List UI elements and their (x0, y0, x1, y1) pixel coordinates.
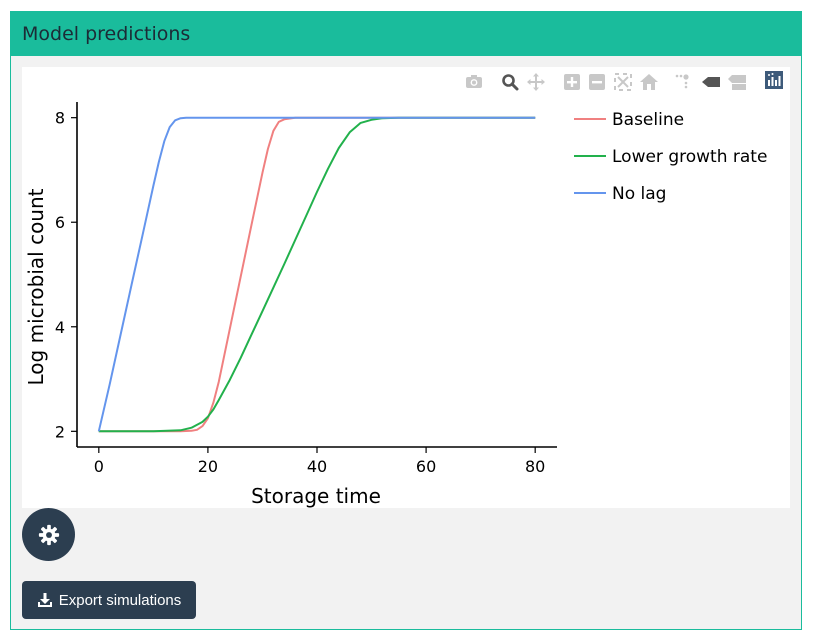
gear-icon (38, 524, 59, 545)
lines-layer (97, 116, 536, 433)
plot-modebar (466, 71, 783, 91)
zoom-out-icon[interactable] (589, 74, 605, 90)
settings-button[interactable] (22, 508, 75, 561)
model-predictions-panel: Model predictions (10, 11, 802, 630)
series-line-baseline (98, 116, 536, 433)
line-chart[interactable]: 0 20 40 60 80 2 4 6 8 Baseline Lower growth rate N… (22, 67, 790, 508)
plotly-logo-icon[interactable] (765, 71, 783, 89)
export-simulations-button[interactable]: Export simulations (22, 581, 196, 619)
legend-item-no-lag[interactable]: No lag (574, 184, 666, 204)
legend-item-lower-growth-rate[interactable]: Lower growth rate (574, 147, 767, 167)
legend-label: Baseline (612, 110, 684, 130)
x-tick-label: 80 (525, 457, 545, 476)
panel-title: Model predictions (22, 23, 191, 45)
x-tick-label: 60 (416, 457, 436, 476)
export-button-label: Export simulations (58, 591, 182, 609)
panel-header: Model predictions (11, 12, 801, 56)
x-tick-label: 40 (307, 457, 327, 476)
y-axis-label: Log microbial count (24, 188, 48, 385)
axes-layer: 0 20 40 60 80 2 4 6 8 (55, 102, 557, 476)
x-tick-label: 20 (198, 457, 218, 476)
reset-axes-icon[interactable] (640, 74, 658, 90)
series-line-lower-growth-rate (98, 116, 536, 433)
autoscale-icon[interactable] (614, 73, 632, 91)
zoom-in-icon[interactable] (564, 74, 580, 90)
download-icon (37, 593, 52, 607)
hover-compare-icon[interactable] (728, 75, 746, 90)
spike-lines-icon[interactable] (675, 74, 689, 89)
legend[interactable]: Baseline Lower growth rate No lag (574, 110, 767, 204)
y-tick-label: 6 (55, 213, 65, 232)
legend-item-baseline[interactable]: Baseline (574, 110, 684, 130)
x-tick-label: 0 (94, 457, 104, 476)
legend-label: Lower growth rate (612, 147, 767, 167)
zoom-icon[interactable] (502, 74, 519, 91)
y-tick-label: 2 (55, 422, 65, 441)
camera-icon[interactable] (466, 75, 482, 88)
y-tick-label: 4 (55, 318, 65, 337)
x-axis-label: Storage time (251, 484, 381, 508)
plot-area[interactable]: 0 20 40 60 80 2 4 6 8 Baseline Lower growth rate N… (22, 67, 790, 508)
legend-label: No lag (612, 184, 666, 204)
y-tick-label: 8 (55, 109, 65, 128)
hover-closest-icon[interactable] (702, 77, 720, 87)
pan-icon[interactable] (527, 73, 545, 91)
series-line-no-lag (97, 116, 536, 432)
